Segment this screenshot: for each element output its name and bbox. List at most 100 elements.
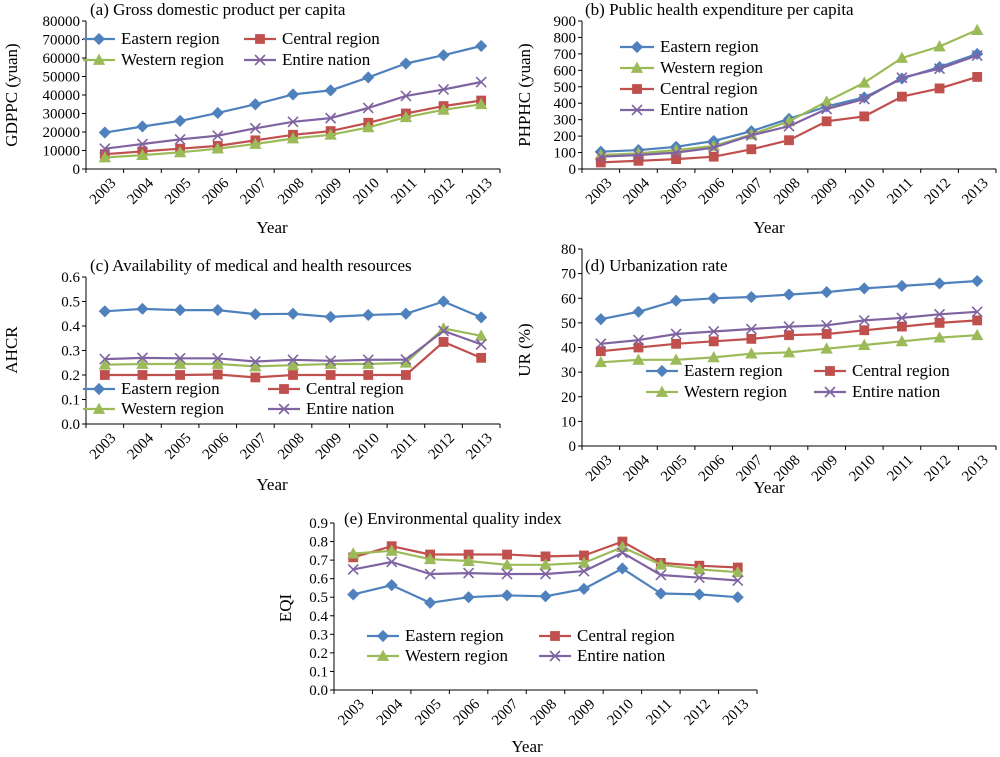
- chart-a-point-entire-nation: [99, 143, 111, 155]
- chart-a-point-eastern-region: [174, 114, 187, 127]
- chart-c-point-entire-nation: [437, 325, 450, 337]
- chart-d-point-eastern-region: [895, 279, 908, 293]
- legend-label: Central region: [577, 626, 675, 645]
- legend-label: Entire nation: [282, 50, 371, 69]
- chart-d-point-entire-nation: [745, 323, 757, 335]
- chart-d-ytick-label: 10: [561, 414, 576, 430]
- legend-label: Central region: [282, 29, 380, 48]
- chart-e-ytick-label: 0.0: [309, 683, 328, 699]
- legend-label: Eastern region: [684, 361, 783, 380]
- chart-e-point-entire-nation: [424, 568, 436, 580]
- chart-d-point-western-region: [858, 338, 871, 350]
- chart-c-xtick-label: 2003: [87, 430, 120, 463]
- chart-e-point-eastern-region: [539, 590, 552, 603]
- chart-d-point-central-region: [633, 342, 644, 353]
- chart-b-xtick-label: 2006: [696, 175, 729, 208]
- chart-c-point-central-region: [401, 370, 411, 380]
- chart-d-point-central-region: [934, 317, 945, 328]
- chart-e-legend: Eastern region Central region Western regi…: [367, 626, 675, 665]
- legend-swatch-marker: [825, 366, 835, 376]
- chart-c-xtick-label: 2012: [426, 430, 459, 463]
- chart-c-ytick-label: 0.4: [61, 319, 80, 335]
- legend-item: Entire nation: [814, 382, 941, 401]
- chart-c-xtick-label: 2006: [200, 430, 233, 463]
- chart-b-ytick-label: 100: [554, 146, 577, 162]
- chart-b-xtick-label: 2009: [809, 175, 842, 208]
- chart-b-ylabel: PHPHC (yuan): [515, 43, 534, 146]
- chart-c-point-western-region: [249, 360, 262, 372]
- legend-swatch-marker: [92, 32, 106, 46]
- chart-e-point-entire-nation: [578, 565, 590, 577]
- chart-e-point-western-region: [654, 558, 668, 570]
- chart-d-xtick-label: 2012: [922, 452, 955, 485]
- chart-d-xtick-label: 2009: [809, 452, 842, 485]
- chart-e-xtick-label: 2006: [451, 696, 484, 729]
- chart-b-point-entire-nation: [745, 129, 757, 141]
- chart-d-point-western-region: [594, 355, 607, 368]
- chart-e-series-western-region: [347, 540, 744, 578]
- chart-d-xtick-label: 2011: [884, 452, 916, 484]
- chart-c-point-eastern-region: [399, 307, 412, 320]
- chart-c-point-entire-nation: [362, 354, 374, 366]
- chart-c-point-western-region: [136, 357, 149, 369]
- chart-e-point-eastern-region: [462, 591, 475, 604]
- chart-c-series-central-region: [99, 337, 487, 383]
- chart-b-point-entire-nation: [632, 149, 645, 161]
- chart-b-point-entire-nation: [783, 120, 795, 132]
- chart-b-point-central-region: [784, 135, 794, 146]
- chart-e-ylabel: EQI: [276, 594, 295, 623]
- chart-d-xtick-label: 2003: [583, 452, 616, 485]
- chart-c-point-entire-nation: [325, 355, 337, 367]
- chart-b-ytick-label: 0: [569, 162, 577, 178]
- chart-d-point-western-region: [820, 342, 833, 354]
- chart-b-ytick-label: 200: [554, 129, 577, 145]
- chart-e-xtick-label: 2012: [681, 696, 714, 729]
- chart-d-point-entire-nation: [933, 308, 946, 320]
- chart-c-point-entire-nation: [287, 354, 299, 366]
- chart-e-point-entire-nation: [693, 572, 705, 584]
- chart-b-xlabel: Year: [753, 218, 785, 237]
- legend-label: Entire nation: [852, 382, 941, 401]
- chart-a-xtick-label: 2004: [125, 175, 158, 208]
- legend-swatch-marker: [824, 386, 836, 398]
- chart-d-xlabel: Year: [753, 478, 785, 497]
- chart-a-point-eastern-region: [362, 71, 375, 84]
- chart-a-point-eastern-region: [249, 98, 262, 111]
- chart-a-point-entire-nation: [136, 138, 149, 150]
- chart-c-line-entire-nation: [104, 329, 482, 363]
- chart-a-point-eastern-region: [136, 120, 149, 133]
- chart-e-point-western-region: [500, 558, 514, 570]
- chart-d-point-eastern-region: [594, 313, 607, 326]
- chart-d-point-eastern-region: [971, 274, 984, 288]
- chart-d-point-western-region: [933, 331, 946, 343]
- legend-swatch-marker: [92, 402, 106, 414]
- chart-e-ytick-label: 0.2: [309, 646, 328, 662]
- chart-c-series-western-region: [98, 322, 488, 372]
- chart-a-point-western-region: [173, 146, 187, 158]
- chart-e-point-entire-nation: [539, 568, 552, 580]
- chart-a-xtick-label: 2006: [200, 175, 233, 208]
- chart-d-ytick-label: 20: [561, 390, 576, 406]
- chart-a-ytick-label: 70000: [43, 33, 81, 49]
- legend-swatch-marker: [549, 650, 561, 662]
- chart-c-point-central-region: [175, 370, 185, 380]
- legend-label: Eastern region: [121, 29, 220, 48]
- legend-item: Eastern region: [83, 29, 220, 48]
- chart-d-point-entire-nation: [783, 321, 795, 333]
- chart-c-point-entire-nation: [99, 353, 111, 365]
- chart-e-point-western-region: [385, 544, 398, 556]
- chart-e-point-entire-nation: [347, 563, 359, 575]
- chart-a-point-entire-nation: [475, 76, 487, 88]
- chart-d-xtick-label: 2005: [658, 452, 691, 485]
- legend-label: Entire nation: [577, 646, 666, 665]
- legend-item: Western region: [83, 50, 224, 69]
- chart-d: (d) Urbanization rate 0 10 20 30 40 50 60 70 80 20…: [515, 242, 997, 497]
- legend-item: Central region: [244, 29, 380, 48]
- legend-swatch-marker: [279, 384, 289, 394]
- chart-d-point-eastern-region: [933, 277, 946, 290]
- chart-e-ytick-label: 0.8: [309, 535, 328, 551]
- chart-a-ytick-label: 50000: [43, 70, 81, 86]
- chart-e-point-entire-nation: [463, 567, 475, 579]
- chart-c-legend: Eastern region Central region Western regi…: [83, 379, 404, 418]
- chart-a-point-western-region: [437, 103, 450, 115]
